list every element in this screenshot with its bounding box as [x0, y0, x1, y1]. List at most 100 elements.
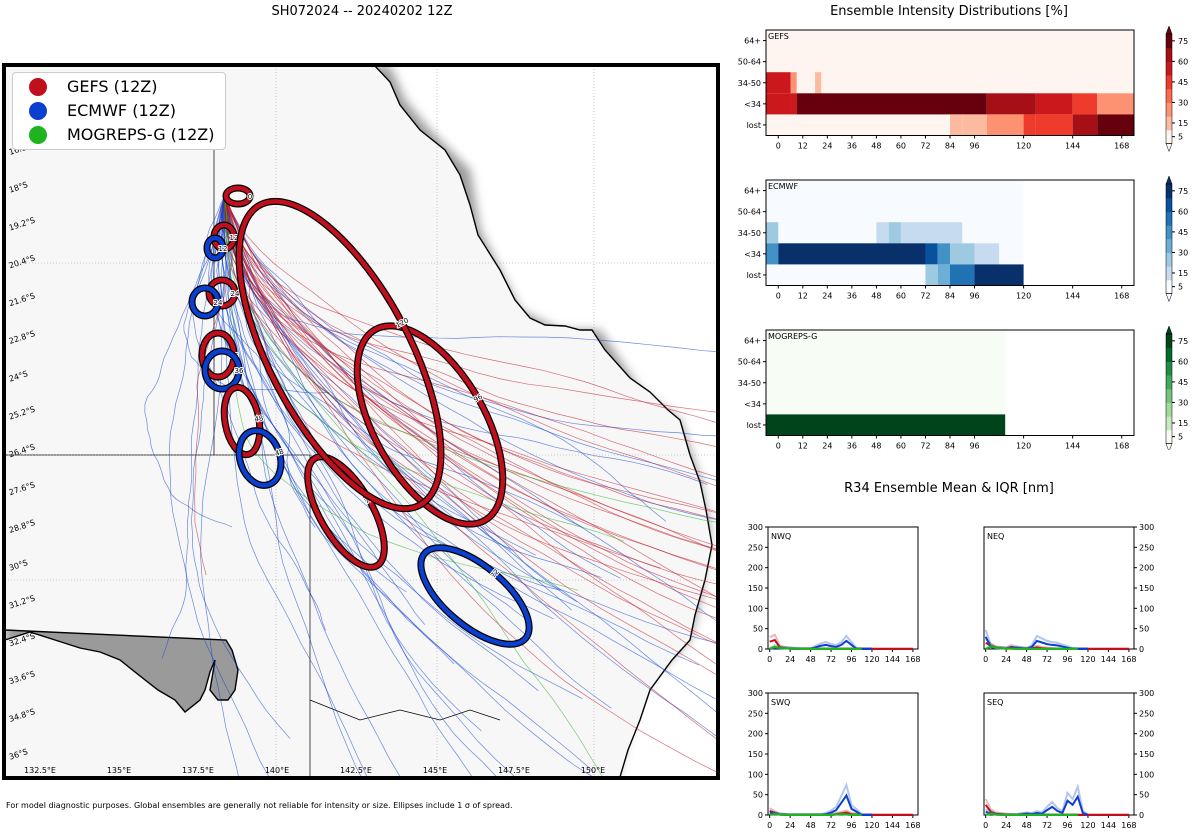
colorbar-tick-label: 45 — [1178, 78, 1188, 87]
colorbar-tick-label: 75 — [1178, 337, 1188, 346]
colorbar-tick-label: 75 — [1178, 187, 1188, 196]
colorbar-tick-label: 5 — [1178, 433, 1183, 442]
x-tick-label: 24 — [1001, 821, 1011, 830]
row-label: <34 — [744, 250, 761, 259]
colorbar-swatch — [1166, 184, 1172, 199]
x-tick-label: 0 — [983, 655, 988, 664]
y-tick-label: 0 — [1139, 645, 1144, 654]
track-line — [224, 194, 717, 619]
row-label: 34-50 — [738, 379, 761, 388]
lon-label: 132.5°E — [24, 766, 56, 775]
forecast-ellipse: 24 — [205, 276, 241, 310]
lon-label: 150°E — [581, 766, 605, 775]
x-tick-label: 168 — [1121, 821, 1136, 830]
x-tick-label: 12 — [798, 292, 808, 301]
row-label: <34 — [744, 100, 761, 109]
intensity-heatmaps: GEFS 64+ 50-64 34-50 <34 lost 0 12 24 36 48 60 72 84 9… — [738, 25, 1188, 451]
x-tick-label: 0 — [776, 292, 781, 301]
heatmap-cell — [790, 72, 797, 94]
x-tick-label: 96 — [969, 442, 979, 451]
colorbar-frame — [1165, 333, 1173, 444]
track-line — [224, 194, 717, 424]
ellipse-hour-label: 48 — [254, 414, 264, 423]
main-title: SH072024 -- 20240202 12Z — [271, 4, 453, 19]
x-tick-label: 0 — [983, 821, 988, 830]
heatmap-cell — [796, 93, 987, 115]
x-tick-label: 72 — [920, 442, 930, 451]
x-tick-label: 48 — [871, 292, 881, 301]
x-tick-label: 48 — [871, 142, 881, 151]
r34-iqr-line — [984, 629, 1088, 650]
x-tick-label: 36 — [847, 442, 857, 451]
y-tick-label: 50 — [753, 791, 763, 800]
x-tick-label: 24 — [822, 442, 832, 451]
y-tick-label: 200 — [1139, 564, 1154, 573]
row-label: lost — [747, 421, 761, 430]
heatmap-cell — [986, 114, 1024, 136]
x-tick-label: 120 — [864, 821, 879, 830]
lon-label: 140°E — [265, 766, 289, 775]
r34-mean-line — [769, 813, 862, 816]
colorbar-swatch — [1166, 88, 1172, 103]
x-tick-label: 24 — [822, 292, 832, 301]
colorbar-tick-label: 30 — [1178, 398, 1188, 407]
ellipse-ring — [189, 285, 221, 319]
colorbar-swatch — [1166, 402, 1172, 417]
x-tick-label: 24 — [785, 655, 795, 664]
x-tick-label: 12 — [798, 142, 808, 151]
colorbar-arrow-down — [1165, 293, 1173, 303]
r34-panel: NEQ 0 50 100 150 200 250 300 0 24 48 72 96 120 144 168 — [983, 523, 1154, 664]
x-tick-label: 48 — [1022, 655, 1032, 664]
colorbar-swatch — [1166, 197, 1172, 212]
heatmap-cell — [790, 93, 797, 115]
colorbar-arrow-up — [1165, 175, 1173, 185]
colorbar-swatch — [1166, 238, 1172, 253]
lon-label: 135°E — [107, 766, 131, 775]
track-line — [224, 194, 717, 547]
colorbar-swatch — [1166, 47, 1172, 62]
colorbar-tick-label: 30 — [1178, 248, 1188, 257]
track-line — [223, 194, 561, 591]
track-line — [224, 194, 717, 514]
ellipse-hour-label: 48 — [274, 448, 285, 458]
heatmap-cell — [925, 243, 938, 265]
ellipse-hour-label: 36 — [235, 367, 244, 375]
track-line — [216, 194, 455, 665]
r34-mean-line — [769, 645, 862, 650]
y-tick-label: 50 — [753, 625, 763, 634]
x-tick-label: 120 — [1016, 142, 1031, 151]
ellipse-ring — [221, 385, 263, 457]
ellipse-hour-label: 12 — [219, 245, 228, 253]
heatmap-cell — [925, 264, 938, 286]
heatmap-cell — [815, 72, 822, 94]
heatmap-cell — [937, 264, 950, 286]
colorbar-tick-label: 45 — [1178, 228, 1188, 237]
ellipse-ring — [236, 428, 284, 488]
lon-label: 147.5°E — [498, 766, 530, 775]
colorbar-arrow-down — [1165, 443, 1173, 450]
x-tick-label: 48 — [1022, 821, 1032, 830]
x-tick-label: 72 — [826, 655, 836, 664]
x-tick-label: 120 — [1080, 821, 1095, 830]
r34-mean-line — [985, 645, 1078, 650]
x-tick-label: 84 — [945, 142, 955, 151]
forecast-ellipse: 24 — [188, 284, 224, 320]
ellipse-hour-label: 24 — [214, 299, 223, 307]
r34-frame — [767, 692, 919, 816]
track-line — [224, 194, 717, 551]
r34-quadrant-label: NEQ — [987, 532, 1004, 541]
legend-label: GEFS (12Z) — [67, 77, 158, 96]
colorbar-tick-label: 60 — [1178, 57, 1188, 66]
colorbar-swatch — [1166, 266, 1172, 281]
track-line — [169, 194, 270, 777]
colorbar-tick-label: 75 — [1178, 37, 1188, 46]
x-tick-label: 60 — [896, 442, 906, 451]
colorbar-swatch — [1166, 416, 1172, 431]
heatmap-cell — [1097, 93, 1134, 115]
x-tick-label: 96 — [1062, 655, 1072, 664]
track-line — [224, 194, 717, 437]
ellipse-ring — [204, 235, 226, 261]
x-tick-label: 168 — [905, 655, 920, 664]
heatmap-cell — [888, 222, 901, 244]
